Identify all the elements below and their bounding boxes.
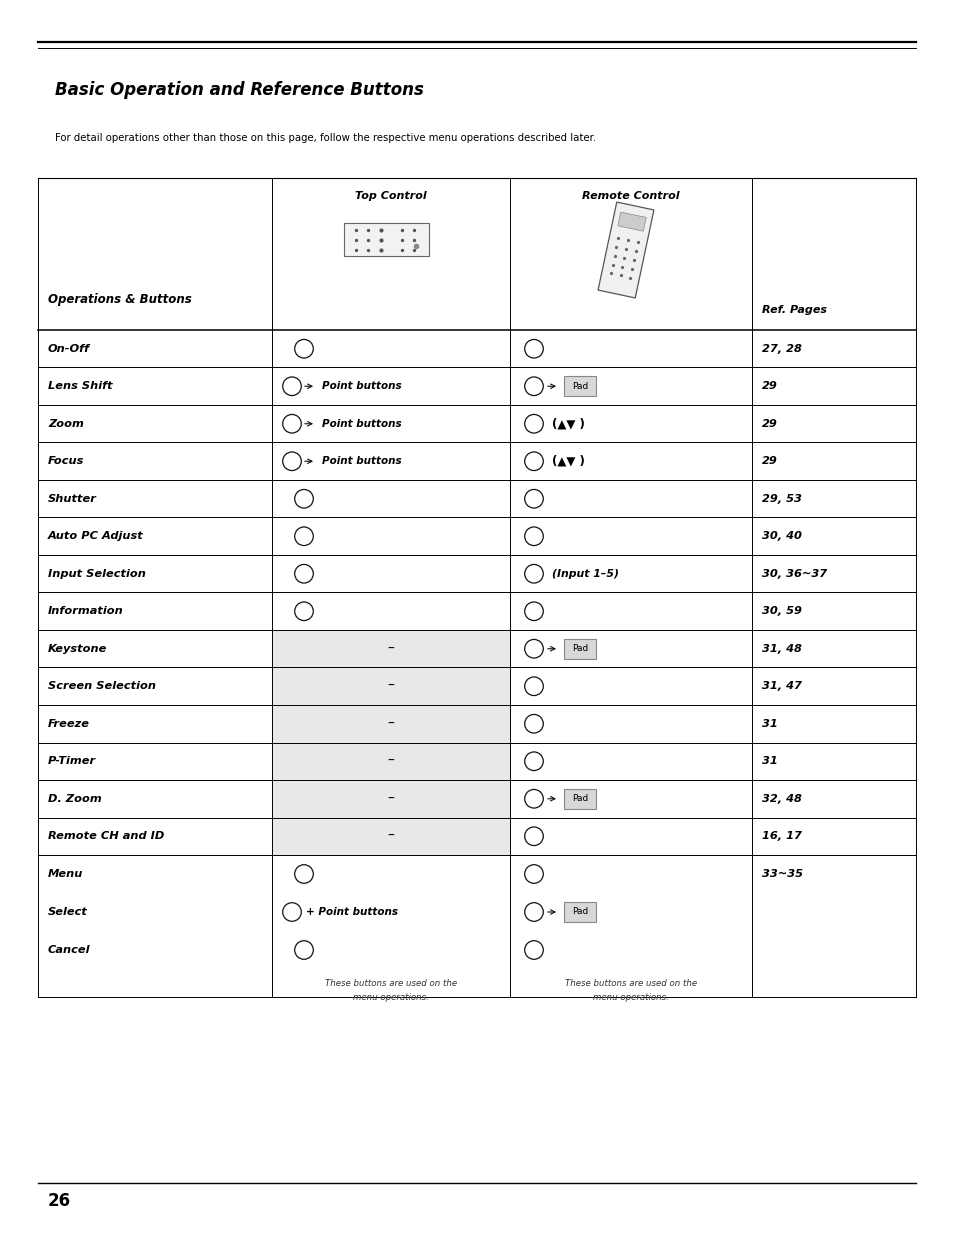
Text: 30, 59: 30, 59 [761, 606, 801, 616]
FancyBboxPatch shape [563, 789, 596, 809]
Text: –: – [387, 792, 394, 805]
Polygon shape [618, 212, 645, 231]
Text: Screen Selection: Screen Selection [48, 682, 156, 692]
Text: 16, 17: 16, 17 [761, 831, 801, 841]
Text: Input Selection: Input Selection [48, 569, 146, 579]
Text: On-Off: On-Off [48, 343, 90, 353]
Text: 30, 36~37: 30, 36~37 [761, 569, 826, 579]
Text: menu operations.: menu operations. [593, 993, 668, 1002]
Text: Basic Operation and Reference Buttons: Basic Operation and Reference Buttons [55, 82, 423, 99]
Text: These buttons are used on the: These buttons are used on the [325, 979, 456, 988]
Text: 33~35: 33~35 [761, 869, 802, 879]
Text: Remote Control: Remote Control [581, 191, 679, 201]
Text: –: – [387, 642, 394, 656]
Text: 31: 31 [761, 719, 777, 729]
FancyBboxPatch shape [272, 630, 510, 667]
Text: Point buttons: Point buttons [322, 419, 401, 429]
Text: Pad: Pad [571, 645, 587, 653]
Text: 31, 47: 31, 47 [761, 682, 801, 692]
Text: Zoom: Zoom [48, 419, 84, 429]
Text: menu operations.: menu operations. [353, 993, 429, 1002]
Text: –: – [387, 755, 394, 768]
Text: 29, 53: 29, 53 [761, 494, 801, 504]
FancyBboxPatch shape [272, 667, 510, 705]
Text: Menu: Menu [48, 869, 83, 879]
Text: 31: 31 [761, 756, 777, 766]
Text: 27, 28: 27, 28 [761, 343, 801, 353]
Text: Cancel: Cancel [48, 945, 91, 955]
Text: Ref. Pages: Ref. Pages [761, 305, 826, 315]
Text: Point buttons: Point buttons [322, 456, 401, 467]
Polygon shape [598, 203, 653, 298]
Text: 29: 29 [761, 382, 777, 391]
FancyBboxPatch shape [272, 781, 510, 818]
Text: 29: 29 [761, 456, 777, 467]
Text: –: – [387, 829, 394, 844]
Text: For detail operations other than those on this page, follow the respective menu : For detail operations other than those o… [55, 133, 596, 143]
Text: Freeze: Freeze [48, 719, 90, 729]
FancyBboxPatch shape [272, 705, 510, 742]
Text: + Point buttons: + Point buttons [306, 906, 397, 918]
Text: –: – [387, 716, 394, 731]
Text: 32, 48: 32, 48 [761, 794, 801, 804]
FancyBboxPatch shape [563, 638, 596, 658]
Text: Point buttons: Point buttons [322, 382, 401, 391]
FancyBboxPatch shape [272, 818, 510, 855]
Text: (▲▼ ): (▲▼ ) [552, 454, 584, 468]
FancyBboxPatch shape [563, 902, 596, 923]
Text: Focus: Focus [48, 456, 84, 467]
Text: Pad: Pad [571, 908, 587, 916]
Text: D. Zoom: D. Zoom [48, 794, 102, 804]
Text: –: – [387, 679, 394, 693]
Text: 26: 26 [48, 1192, 71, 1210]
Text: Operations & Buttons: Operations & Buttons [48, 294, 192, 306]
Text: Pad: Pad [571, 382, 587, 390]
Text: Keystone: Keystone [48, 643, 108, 653]
Text: These buttons are used on the: These buttons are used on the [564, 979, 697, 988]
FancyBboxPatch shape [272, 742, 510, 781]
Text: Shutter: Shutter [48, 494, 97, 504]
Text: Top Control: Top Control [355, 191, 426, 201]
Text: Pad: Pad [571, 794, 587, 803]
FancyBboxPatch shape [343, 224, 428, 257]
Text: P-Timer: P-Timer [48, 756, 96, 766]
Text: 29: 29 [761, 419, 777, 429]
Text: Information: Information [48, 606, 124, 616]
Text: Remote CH and ID: Remote CH and ID [48, 831, 164, 841]
Text: 30, 40: 30, 40 [761, 531, 801, 541]
FancyBboxPatch shape [563, 377, 596, 396]
Text: Select: Select [48, 906, 88, 918]
Text: (Input 1–5): (Input 1–5) [552, 569, 618, 579]
Text: 31, 48: 31, 48 [761, 643, 801, 653]
Text: (▲▼ ): (▲▼ ) [552, 417, 584, 430]
Text: Auto PC Adjust: Auto PC Adjust [48, 531, 144, 541]
Text: Lens Shift: Lens Shift [48, 382, 112, 391]
